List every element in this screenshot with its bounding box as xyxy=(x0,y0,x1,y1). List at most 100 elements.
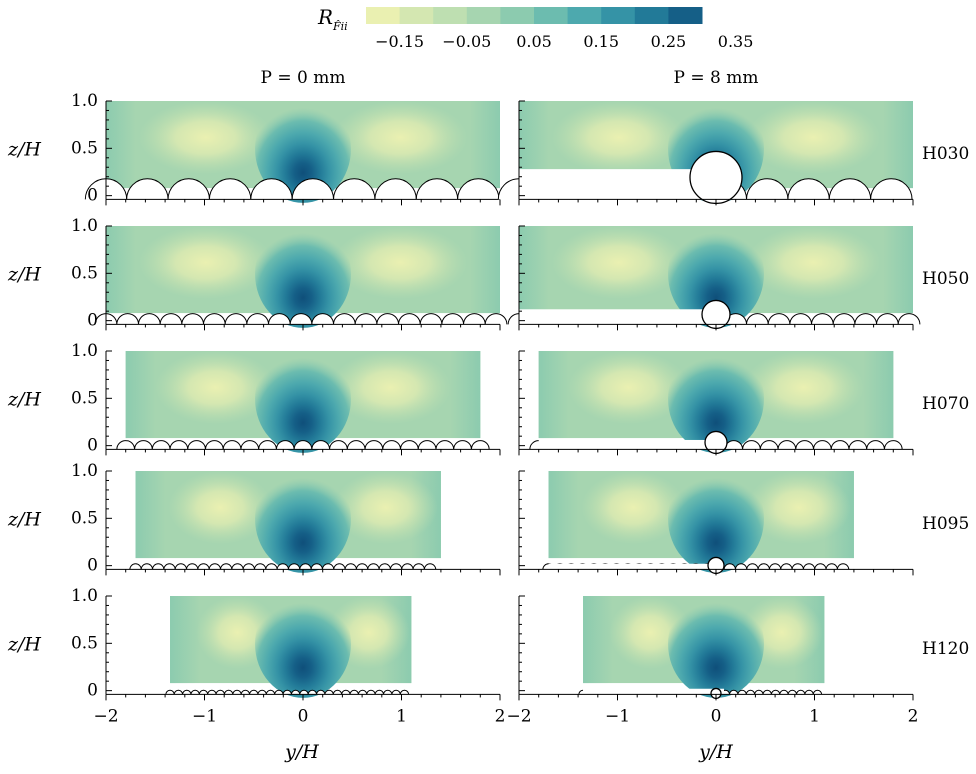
roughness-element xyxy=(777,440,797,450)
roughness-element xyxy=(754,689,764,695)
roughness-element xyxy=(780,563,793,570)
roughness-element xyxy=(282,689,292,695)
colorbar-tick-label: −0.05 xyxy=(442,32,491,51)
roughness-element xyxy=(223,689,234,695)
roughness-element xyxy=(897,313,921,325)
roughness-element xyxy=(354,313,378,325)
panel-H120-col1: H120 −2 −1 0 1 2 xyxy=(506,589,969,726)
roughness-element xyxy=(814,563,827,570)
contour-edge xyxy=(470,101,500,189)
roughness-element xyxy=(116,313,140,325)
roughness-element xyxy=(836,563,850,570)
x-tick-label: 2 xyxy=(908,706,919,726)
roughness-element xyxy=(470,440,490,450)
roughness-element xyxy=(186,563,199,570)
roughness-element xyxy=(374,689,385,695)
contour-edge xyxy=(170,596,201,684)
colorbar-swatch xyxy=(399,7,434,24)
roughness-element xyxy=(412,563,425,570)
colorbar-tick-label: −0.15 xyxy=(375,32,424,51)
roughness-element xyxy=(729,689,739,695)
roughness-element xyxy=(419,313,443,325)
roughness-element xyxy=(151,440,171,450)
y-axis-label: z/H xyxy=(7,633,41,655)
x-tick-label: 1 xyxy=(809,706,820,726)
roughness-element xyxy=(332,689,343,695)
roughness-element xyxy=(299,689,309,695)
roughness-element xyxy=(812,689,823,695)
low-value-lobe xyxy=(743,351,864,425)
y-tick-label: 0 xyxy=(87,681,98,701)
contour-edge xyxy=(883,101,913,189)
roughness-element xyxy=(435,440,455,450)
colorbar-swatch xyxy=(466,7,501,24)
roughness-element xyxy=(198,689,209,695)
roughness-element xyxy=(291,178,335,200)
roughness-element xyxy=(333,313,356,325)
roughness-element xyxy=(883,440,903,450)
roughness-element xyxy=(349,689,359,695)
y-axis-label: z/H xyxy=(7,388,41,410)
x-tick-label: −1 xyxy=(192,706,217,726)
masked-region xyxy=(519,309,724,325)
colorbar-swatch xyxy=(634,7,669,24)
row-label: H095 xyxy=(922,514,969,534)
roughness-element xyxy=(246,313,270,325)
roughness-element xyxy=(307,689,318,695)
roughness-element xyxy=(401,563,414,570)
roughness-element xyxy=(249,689,259,695)
panel-H050-col0: 0 0.5 1.0 z/H xyxy=(7,216,508,331)
y-tick-label: 0.5 xyxy=(71,633,98,653)
roughness-element xyxy=(367,563,380,570)
roughness-element xyxy=(116,440,136,450)
contour-edge xyxy=(883,226,913,314)
roughness-element xyxy=(169,440,189,450)
roughness-element xyxy=(224,313,248,325)
colorbar-swatch xyxy=(500,7,535,24)
low-value-lobe xyxy=(551,226,686,300)
colorbar-swatches xyxy=(366,7,703,24)
row-label: H070 xyxy=(922,394,969,414)
roughness-element xyxy=(398,313,421,325)
contour-edge xyxy=(106,226,136,314)
roughness-element xyxy=(787,178,830,200)
roughness-element xyxy=(463,313,486,325)
low-value-lobe xyxy=(333,226,468,300)
low-value-lobe xyxy=(568,351,689,425)
roughness-element xyxy=(382,440,402,450)
panel-H030-col0: 0 0.5 1.0 z/H xyxy=(7,91,501,206)
roughness-element xyxy=(770,689,781,695)
low-value-lobe xyxy=(746,471,851,545)
masked-region xyxy=(538,439,724,450)
roughness-element xyxy=(265,563,278,570)
panel-H120-col0: 0 0.5 1.0 z/H −2 −1 0 1 2 xyxy=(7,586,505,726)
roughness-element xyxy=(746,178,789,200)
roughness-element xyxy=(187,440,206,450)
x-tick-label: −2 xyxy=(506,706,531,726)
roughness-element xyxy=(232,689,242,695)
roughness-element xyxy=(787,689,798,695)
roughness-element xyxy=(796,689,806,695)
roughness-element xyxy=(207,689,217,695)
x-tick-label: −1 xyxy=(605,706,630,726)
y-tick-label: 1.0 xyxy=(71,461,98,481)
roughness-element xyxy=(746,563,759,570)
roughness-element xyxy=(767,313,791,325)
low-value-lobe xyxy=(155,351,276,425)
roughness-element xyxy=(242,563,255,570)
y-tick-label: 1.0 xyxy=(71,216,98,236)
contour-edge xyxy=(519,226,549,314)
roughness-element xyxy=(341,689,351,695)
roughness-element xyxy=(355,563,369,570)
roughness-element xyxy=(866,440,885,450)
roughness-element xyxy=(152,563,165,570)
roughness-element xyxy=(159,313,183,325)
roughness-element xyxy=(208,178,252,200)
roughness-element xyxy=(804,689,814,695)
high-value-plume xyxy=(255,219,351,328)
roughness-element xyxy=(344,563,357,570)
roughness-element xyxy=(268,313,291,325)
roughness-element xyxy=(417,440,437,450)
roughness-element xyxy=(222,440,242,450)
